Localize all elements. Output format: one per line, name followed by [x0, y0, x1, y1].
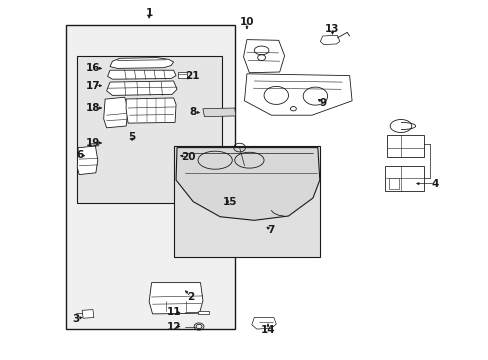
Polygon shape — [110, 58, 173, 68]
Text: 7: 7 — [267, 225, 275, 235]
Text: 16: 16 — [85, 63, 100, 73]
Text: 4: 4 — [430, 179, 438, 189]
Polygon shape — [89, 143, 99, 147]
Polygon shape — [77, 146, 98, 175]
Polygon shape — [107, 70, 176, 79]
Text: 11: 11 — [166, 307, 181, 318]
Bar — [77, 56, 221, 203]
Bar — [173, 146, 320, 257]
Polygon shape — [103, 97, 128, 128]
Bar — [198, 311, 208, 314]
Text: 13: 13 — [325, 24, 339, 34]
Text: 18: 18 — [85, 103, 100, 113]
Text: 3: 3 — [72, 314, 79, 324]
Polygon shape — [176, 148, 319, 220]
Text: 15: 15 — [222, 197, 237, 207]
Bar — [388, 178, 398, 189]
Text: 10: 10 — [239, 17, 254, 27]
Text: 1: 1 — [145, 8, 152, 18]
Polygon shape — [320, 35, 339, 45]
Bar — [66, 25, 234, 329]
Text: 2: 2 — [187, 292, 194, 302]
Text: 14: 14 — [260, 325, 275, 335]
Text: 5: 5 — [128, 132, 135, 142]
Bar — [386, 135, 423, 157]
Text: 17: 17 — [85, 81, 100, 91]
Text: 6: 6 — [76, 150, 83, 160]
Bar — [178, 72, 187, 78]
Text: 21: 21 — [184, 71, 199, 81]
Polygon shape — [106, 81, 177, 95]
Polygon shape — [126, 98, 176, 123]
Polygon shape — [149, 283, 203, 314]
Polygon shape — [82, 310, 94, 318]
Polygon shape — [244, 74, 351, 115]
Text: 8: 8 — [189, 107, 196, 117]
Text: 9: 9 — [319, 98, 325, 108]
Polygon shape — [203, 108, 235, 117]
Text: 20: 20 — [181, 152, 195, 162]
Text: 12: 12 — [166, 321, 181, 332]
Text: 19: 19 — [85, 138, 100, 148]
Polygon shape — [243, 40, 284, 73]
Polygon shape — [251, 318, 276, 329]
Bar — [385, 166, 424, 191]
